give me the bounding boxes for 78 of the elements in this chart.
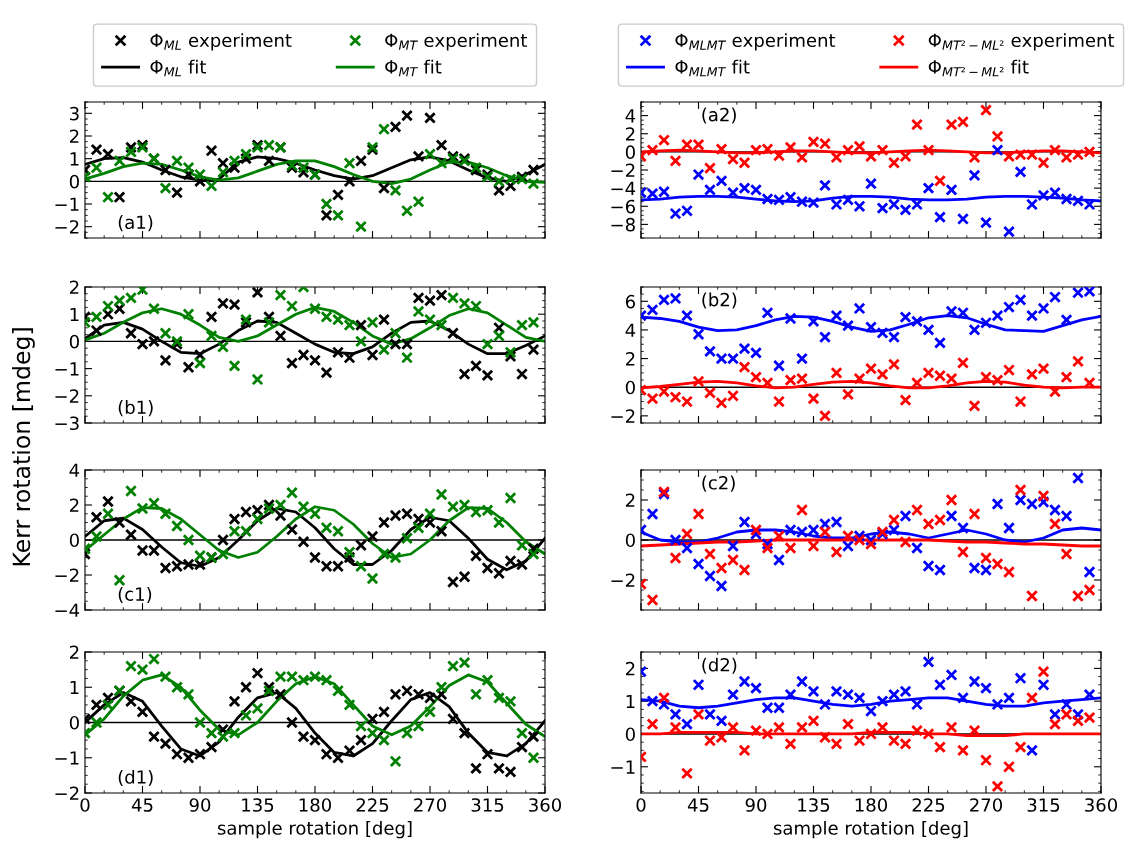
y-tick-label: −3 [55, 416, 79, 431]
y-tick-label: 2 [69, 280, 79, 294]
y-tick-label: −2 [611, 163, 635, 177]
y-tick-label: −1 [55, 362, 79, 376]
annotation: (a2) [702, 107, 736, 124]
x-tick-label: 90 [189, 798, 211, 812]
x-tick-label: 45 [687, 798, 709, 812]
y-tick-label: −2 [55, 389, 79, 403]
y-tick-label: 0 [69, 334, 79, 349]
annotation: (d2) [702, 657, 737, 674]
x-tick-label: 0 [636, 798, 646, 812]
legend-label: Φ$_{ML}$ experiment [150, 33, 292, 51]
x-tick-label: 270 [970, 798, 1003, 812]
y-tick-label: 4 [69, 463, 80, 477]
y-tick-label: −1 [55, 751, 79, 765]
y-tick-label: 0 [625, 380, 635, 395]
y-tick-label: −4 [611, 181, 636, 195]
x-tick-label: 225 [912, 798, 945, 812]
x-tick-label: 315 [1027, 798, 1060, 812]
y-tick-label: 0 [69, 174, 79, 189]
legend-label: Φ$_{MLMT}$ experiment [675, 33, 836, 51]
legend-label: Φ$_{ML}$ fit [150, 59, 207, 77]
x-tick-label: 315 [471, 798, 504, 812]
annotation: (c2) [702, 475, 735, 492]
x-tick-label: 225 [356, 798, 389, 812]
legend-label: Φ$_{MLMT}$ fit [675, 59, 750, 77]
y-tick-label: 4 [625, 109, 636, 123]
y-tick-label: −6 [611, 199, 635, 214]
legend-label: Φ$_{MT²−ML²}$ fit [928, 59, 1029, 77]
annotation: (b2) [702, 292, 737, 309]
y-tick-label: 3 [70, 106, 79, 121]
y-tick-label: 0 [69, 715, 79, 730]
x-tick-label: 135 [242, 798, 274, 812]
y-tick-label: 2 [69, 498, 79, 512]
y-tick-label: 1 [70, 680, 79, 695]
y-tick-label: 4 [625, 323, 636, 337]
x-tick-label: 270 [414, 798, 447, 812]
y-tick-label: 0 [69, 533, 79, 548]
annotation: (c1) [118, 586, 152, 604]
y-tick-label: −1 [611, 760, 635, 774]
y-tick-label: −2 [55, 220, 79, 234]
y-tick-label: 2 [69, 129, 79, 143]
annotation: (a1) [118, 215, 153, 232]
y-tick-label: 1 [70, 307, 79, 322]
y-tick-label: −4 [55, 603, 80, 617]
y-tick-label: −1 [55, 197, 79, 211]
x-tick-label: 360 [529, 798, 562, 812]
y-tick-label: 2 [625, 352, 635, 366]
y-tick-label: −2 [611, 573, 635, 587]
y-tick-label: 6 [625, 294, 635, 309]
legend-label: Φ$_{MT²−ML²}$ experiment [928, 33, 1115, 51]
annotation: (b1) [118, 400, 153, 417]
y-tick-label: 2 [625, 127, 635, 141]
y-tick-label: −2 [611, 409, 635, 423]
x-axis-title: sample rotation [deg] [217, 820, 412, 839]
annotation: (d1) [118, 769, 153, 786]
y-tick-label: −8 [611, 217, 635, 232]
x-tick-label: 135 [798, 798, 830, 812]
y-tick-label: 0 [625, 145, 635, 159]
y-tick-label: 0 [625, 727, 635, 742]
y-tick-label: −2 [55, 786, 79, 800]
x-tick-label: 180 [299, 798, 332, 812]
y-axis-title: Kerr rotation [mdeg] [12, 328, 35, 566]
x-axis-title: sample rotation [deg] [773, 820, 968, 839]
legend-label: Φ$_{MT}$ fit [385, 59, 442, 77]
x-tick-label: 360 [1085, 798, 1118, 812]
y-tick-label: 2 [625, 661, 635, 676]
x-tick-label: 180 [855, 798, 888, 812]
x-tick-label: 90 [745, 798, 767, 812]
y-tick-label: 1 [70, 152, 79, 166]
legend-label: Φ$_{MT}$ experiment [385, 33, 527, 51]
y-tick-label: −2 [55, 568, 79, 582]
x-tick-label: 0 [80, 798, 90, 812]
y-tick-label: 2 [625, 493, 635, 507]
y-tick-label: 1 [626, 694, 635, 709]
x-tick-label: 45 [131, 798, 153, 812]
y-tick-label: 0 [625, 533, 635, 548]
y-tick-label: 2 [69, 645, 79, 659]
